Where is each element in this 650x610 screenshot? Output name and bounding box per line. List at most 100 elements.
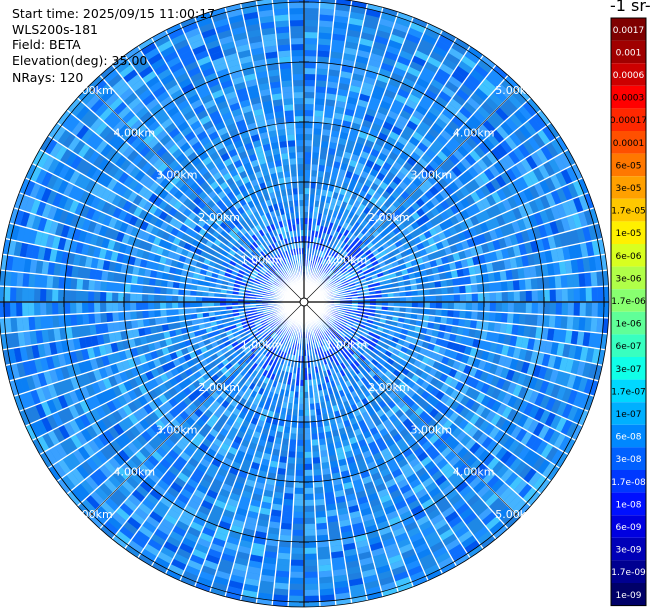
range-gate — [89, 233, 99, 247]
range-gate — [245, 147, 256, 157]
range-gate — [142, 403, 154, 415]
range-gate — [231, 568, 247, 578]
range-gate — [179, 451, 192, 463]
range-gate — [468, 475, 483, 490]
range-gate — [452, 342, 461, 353]
range-gate — [75, 431, 88, 446]
range-gate — [453, 309, 460, 319]
range-gate — [362, 341, 370, 348]
range-gate — [561, 302, 568, 316]
range-gate — [43, 370, 53, 386]
range-gate — [201, 437, 213, 448]
range-gate — [428, 315, 436, 323]
range-gate — [286, 463, 296, 470]
range-gate — [99, 524, 116, 540]
range-gate — [92, 435, 105, 451]
range-gate — [322, 122, 333, 131]
range-gate — [336, 335, 343, 343]
range-gate — [16, 302, 23, 318]
range-gate — [223, 157, 234, 167]
range-gate — [175, 455, 188, 468]
range-gate — [148, 317, 156, 327]
range-gate — [237, 501, 250, 511]
range-gate — [423, 563, 441, 577]
range-gate — [330, 45, 345, 54]
range-gate — [312, 128, 323, 135]
range-gate — [100, 501, 116, 517]
range-gate — [322, 358, 328, 365]
range-gate — [399, 302, 406, 308]
range-gate — [403, 317, 411, 325]
range-gate — [211, 12, 228, 23]
range-gate — [200, 565, 217, 576]
range-gate — [304, 62, 317, 69]
range-gate — [266, 124, 277, 132]
range-gate — [217, 146, 228, 157]
range-gate — [430, 351, 439, 361]
range-gate — [383, 504, 397, 515]
range-gate — [265, 180, 273, 188]
range-gate — [130, 274, 139, 285]
range-gate — [295, 463, 304, 470]
range-gate — [186, 33, 203, 45]
range-gate — [304, 403, 310, 410]
range-gate — [352, 352, 360, 360]
range-gate — [271, 417, 280, 426]
range-gate — [286, 262, 292, 270]
range-gate — [71, 120, 85, 137]
range-gate — [227, 333, 235, 341]
range-gate — [343, 108, 356, 117]
range-gate — [312, 140, 321, 147]
range-gate — [253, 319, 261, 324]
range-gate — [198, 166, 209, 177]
range-gate — [310, 427, 318, 434]
range-gate — [322, 479, 334, 487]
range-gate — [269, 172, 278, 181]
range-gate — [36, 435, 50, 452]
range-gate — [501, 379, 512, 393]
range-gate — [157, 551, 174, 564]
range-gate — [57, 353, 67, 368]
range-gate — [220, 229, 229, 238]
range-gate — [299, 385, 304, 392]
range-gate — [558, 435, 572, 452]
range-gate — [308, 212, 314, 219]
range-gate — [328, 454, 338, 463]
range-gate — [304, 397, 310, 404]
range-gate — [237, 545, 252, 555]
range-gate — [251, 377, 259, 386]
range-gate — [433, 411, 444, 423]
range-gate — [336, 421, 345, 430]
range-gate — [170, 259, 179, 268]
range-gate — [391, 565, 408, 576]
range-gate — [279, 68, 293, 76]
range-gate — [202, 559, 219, 571]
range-gate — [473, 368, 484, 381]
range-gate — [85, 457, 99, 472]
range-gate — [163, 437, 176, 450]
range-gate — [177, 120, 190, 133]
range-gate — [251, 241, 259, 249]
range-gate — [243, 453, 254, 462]
range-gate — [265, 316, 272, 322]
range-gate — [310, 164, 319, 171]
range-gate — [141, 93, 156, 107]
range-gate — [209, 442, 220, 453]
range-gate — [139, 258, 148, 269]
range-gate — [211, 56, 227, 67]
range-gate — [220, 297, 227, 302]
range-gate — [381, 354, 390, 362]
range-gate — [208, 130, 220, 141]
range-gate — [517, 385, 529, 400]
range-gate — [111, 54, 128, 69]
range-gate — [259, 88, 272, 97]
range-gate — [572, 316, 580, 331]
range-gate — [233, 481, 245, 491]
range-gate — [152, 434, 164, 447]
range-gate — [512, 346, 522, 360]
range-gate — [163, 330, 171, 340]
range-gate — [560, 419, 573, 436]
range-gate — [254, 481, 266, 490]
range-gate — [354, 318, 362, 324]
range-gate — [344, 344, 351, 352]
